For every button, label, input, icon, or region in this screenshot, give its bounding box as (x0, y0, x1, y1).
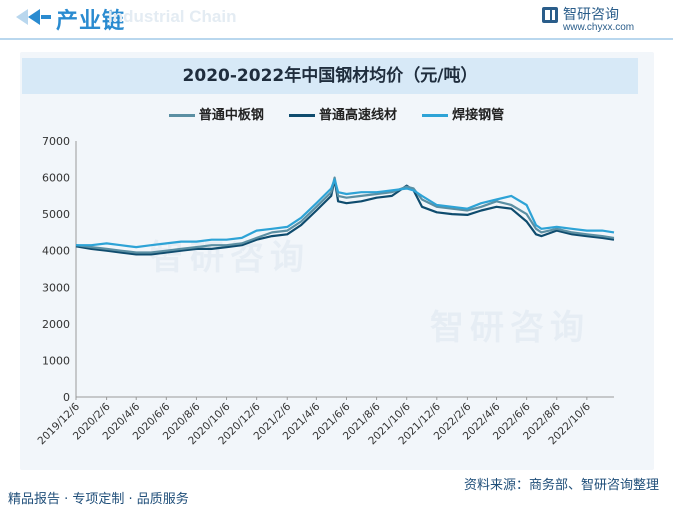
brand-logo-icon (542, 7, 558, 23)
footer-tagline: 精品报告 · 专项定制 · 品质服务 (8, 492, 189, 507)
y-tick-label: 1000 (42, 354, 70, 367)
brand-url: www.chyxx.com (563, 22, 635, 33)
legend-swatch-series-1 (168, 114, 195, 117)
y-tick-label: 7000 (42, 135, 70, 148)
series-line-3 (76, 178, 615, 249)
legend-label-series-1: 普通中板钢 (198, 108, 264, 123)
series-line-2 (75, 178, 615, 256)
y-tick-label: 5000 (42, 208, 70, 221)
y-tick-label: 0 (63, 391, 70, 404)
y-tick-label: 3000 (42, 281, 70, 294)
brand-logo-block: 智研咨询 www.chyxx.com (541, 4, 661, 36)
legend-item-series-1: 普通中板钢 (168, 104, 264, 123)
chart-legend: 普通中板钢 普通高速线材 焊接钢管 (0, 104, 673, 126)
legend-label-series-3: 焊接钢管 (452, 108, 505, 123)
page-header: 产业链 Industrial Chain 智研咨询 www.chyxx.com (0, 0, 673, 40)
watermark-text: 智研咨询 (430, 308, 590, 348)
y-tick-label: 4000 (42, 245, 70, 258)
legend-swatch-series-3 (422, 114, 449, 117)
legend-item-series-2: 普通高速线材 (288, 104, 397, 123)
legend-label-series-2: 普通高速线材 (318, 108, 397, 123)
chart-title: 2020-2022年中国钢材均价（元/吨） (182, 66, 478, 86)
chart-title-bar: 2020-2022年中国钢材均价（元/吨） (22, 58, 638, 94)
legend-swatch-series-2 (288, 114, 315, 117)
series-line-1 (75, 176, 615, 254)
brand-name: 智研咨询 (563, 7, 619, 23)
legend-item-series-3: 焊接钢管 (422, 104, 504, 123)
section-subtitle-ghost: Industrial Chain (108, 7, 237, 26)
chart-panel (20, 52, 654, 470)
y-tick-label: 2000 (42, 318, 70, 331)
section-title: 产业链 (56, 9, 126, 34)
header-divider (0, 38, 673, 40)
source-note: 资料来源：商务部、智研咨询整理 (463, 478, 659, 493)
chain-arrow-icon (16, 9, 51, 25)
y-tick-label: 6000 (42, 172, 70, 185)
x-tick-label: 2019/12/6 (36, 400, 83, 447)
